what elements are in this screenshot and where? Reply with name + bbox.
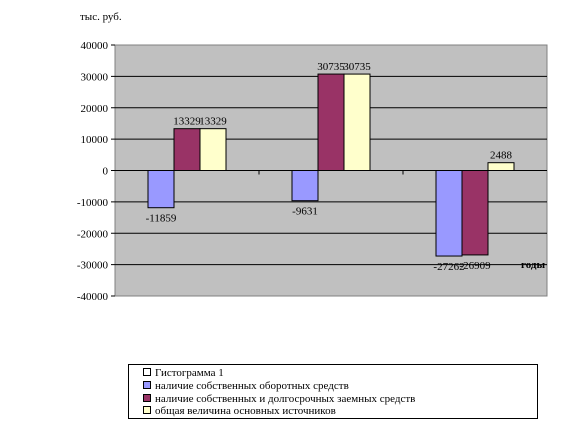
y-tick-label: 40000 — [81, 40, 109, 52]
data-label: 2488 — [490, 150, 513, 162]
legend-item: наличие собственных и долгосрочных заемн… — [143, 393, 415, 406]
legend-item: Гистограмма 1 — [143, 367, 224, 380]
bar — [461, 170, 489, 256]
y-tick-label: 20000 — [81, 103, 109, 115]
bar — [291, 170, 319, 202]
y-tick-label: -10000 — [77, 197, 109, 209]
data-label: -26909 — [459, 260, 491, 272]
bar — [435, 170, 463, 257]
bar — [173, 128, 201, 172]
y-tick-label: 30000 — [81, 71, 109, 83]
bars — [147, 73, 515, 257]
bar — [199, 128, 227, 172]
data-label: 13329 — [199, 116, 227, 128]
legend-item: общая величина основных источников — [143, 405, 336, 418]
y-tick-label: -30000 — [77, 260, 109, 272]
legend-swatch — [143, 394, 151, 402]
bar-chart: тыс. руб. 40000 30000 20000 10000 0 -10000 -20… — [77, 11, 548, 303]
legend-label: наличие собственных и долгосрочных заемн… — [155, 393, 416, 405]
y-tick-label: 0 — [103, 166, 109, 178]
legend-swatch — [143, 381, 151, 389]
legend-label: наличие собственных оборотных средств — [155, 380, 349, 392]
legend-swatch — [143, 406, 151, 414]
data-label: -27262 — [433, 261, 464, 273]
bar — [147, 170, 175, 209]
legend: Гистограмма 1 наличие собственных оборот… — [128, 364, 538, 419]
bar — [343, 73, 371, 171]
data-label: 13329 — [173, 116, 201, 128]
legend-swatch — [143, 368, 151, 376]
y-axis-unit-label: тыс. руб. — [80, 11, 122, 23]
data-label: -11859 — [146, 213, 177, 225]
data-label: -9631 — [292, 206, 318, 218]
y-axis-ticks: 40000 30000 20000 10000 0 -10000 -20000 -30000 -… — [77, 40, 115, 303]
y-tick-label: 10000 — [81, 134, 109, 146]
y-tick-label: -20000 — [77, 228, 109, 240]
data-label: 30735 — [343, 61, 371, 73]
y-tick-label: -40000 — [77, 291, 109, 303]
legend-item: наличие собственных оборотных средств — [143, 380, 349, 393]
data-label: 30735 — [317, 61, 345, 73]
legend-label: общая величина основных источников — [155, 405, 336, 417]
bar — [487, 162, 515, 171]
legend-label: Гистограмма 1 — [155, 367, 224, 379]
bar — [317, 73, 345, 171]
data-labels: -11859 -9631 -27262 13329 30735 -26909 13329 30… — [146, 61, 513, 273]
x-axis-label: годы — [521, 259, 545, 271]
